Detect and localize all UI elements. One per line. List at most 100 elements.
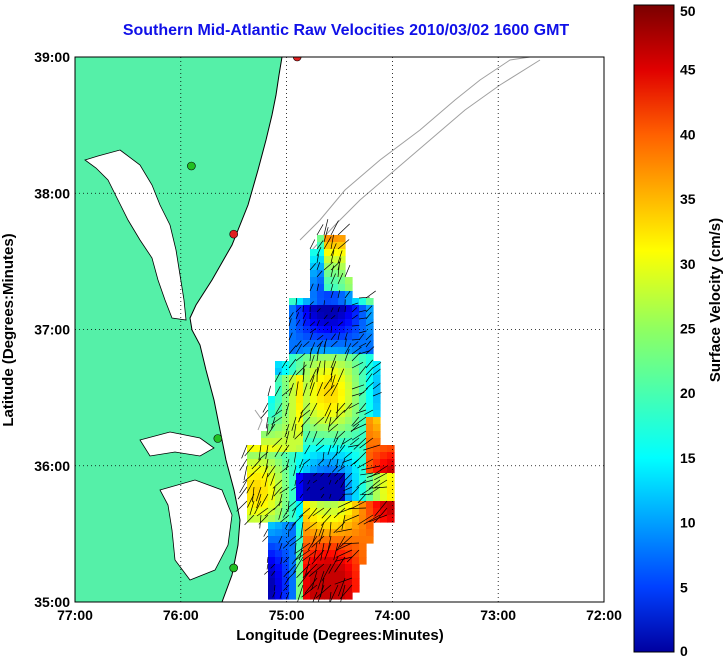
velocity-vector [292,500,304,512]
velocity-cell [331,508,339,516]
velocity-cell [324,578,332,586]
velocity-cell [289,494,297,502]
velocity-cell [303,459,311,467]
velocity-cell [331,578,339,586]
x-axis-ticks: 77:00 76:00 75:00 74:00 73:00 72:00 [57,607,622,623]
velocity-vector [358,388,368,397]
velocity-cell [303,536,311,544]
velocity-cell [324,473,332,481]
velocity-cell [359,410,367,418]
velocity-vector [328,423,339,433]
velocity-vector [287,500,290,513]
velocity-cell [268,578,276,586]
velocity-vector [330,234,334,250]
velocity-vector [244,444,255,457]
velocity-vector [274,371,281,383]
velocity-cell [352,445,360,453]
velocity-cell [373,466,381,474]
velocity-cell [366,410,374,418]
velocity-cell [338,466,346,474]
velocity-cell [345,459,353,467]
velocity-vector [372,362,382,369]
velocity-cell [303,543,311,551]
colorbar [633,4,675,653]
velocity-vector [264,507,276,517]
velocity-vector [260,493,269,507]
y-axis-label: Latitude (Degrees:Minutes) [0,233,17,426]
velocity-cell [289,585,297,593]
velocity-cell [352,529,360,537]
velocity-vector [338,444,346,454]
y-axis-ticks: 39:00 38:00 37:00 36:00 35:00 [34,49,70,610]
velocity-vector [316,382,324,397]
velocity-cell [303,347,311,355]
velocity-cell [345,319,353,327]
velocity-cell [387,487,395,495]
velocity-cell [275,578,283,586]
velocity-cell [282,424,290,432]
velocity-cell [338,305,346,313]
velocity-cell [310,277,318,285]
velocity-cell [359,529,367,537]
velocity-cell [261,452,269,460]
velocity-vector [365,305,373,313]
velocity-vector [316,334,324,341]
velocity-vector [271,437,283,448]
velocity-vector [299,493,304,499]
velocity-cell [352,543,360,551]
velocity-vector [295,298,298,306]
velocity-vector [288,358,297,369]
velocity-cell [289,319,297,327]
velocity-cell [387,452,395,460]
velocity-cell [282,466,290,474]
velocity-cell [289,340,297,348]
velocity-vector [365,359,374,369]
velocity-vector [344,290,351,299]
velocity-vector [344,343,352,355]
velocity-cell [366,368,374,376]
velocity-vector [304,430,311,442]
velocity-cell [366,326,374,334]
velocity-vector [243,465,248,480]
velocity-vector [317,458,325,466]
velocity-cell [324,340,332,348]
velocity-cell [359,396,367,404]
velocity-vector [350,423,367,432]
velocity-cell [366,487,374,495]
velocity-cell [338,298,346,306]
velocity-vector [350,500,367,510]
velocity-cell [345,277,353,285]
velocity-cell [310,501,318,509]
velocity-cell [366,459,374,467]
velocity-cell [338,557,346,565]
velocity-cell [303,501,311,509]
velocity-cell [331,543,339,551]
velocity-vector [249,500,255,516]
velocity-cell [338,480,346,488]
velocity-cell [261,515,269,523]
velocity-vector [351,362,364,369]
velocity-vector [323,261,334,271]
y-tick-label: 39:00 [34,49,70,65]
velocity-vector [340,479,346,488]
velocity-cell [359,368,367,376]
velocity-cell [289,396,297,404]
velocity-vector [284,402,290,417]
velocity-cell [345,529,353,537]
velocity-cell [289,452,297,460]
velocity-cell [289,536,297,544]
velocity-vector [302,319,306,327]
velocity-cell [366,389,374,397]
velocity-vector [320,472,325,477]
velocity-cell [289,508,297,516]
velocity-cell [282,564,290,572]
velocity-cell [310,396,318,404]
velocity-vector [351,346,362,355]
velocity-vector [351,325,360,327]
velocity-vector [330,307,334,313]
velocity-cell [296,522,304,530]
velocity-cell [247,487,255,495]
velocity-cell [282,515,290,523]
velocity-cell [373,452,381,460]
velocity-cell [359,480,367,488]
